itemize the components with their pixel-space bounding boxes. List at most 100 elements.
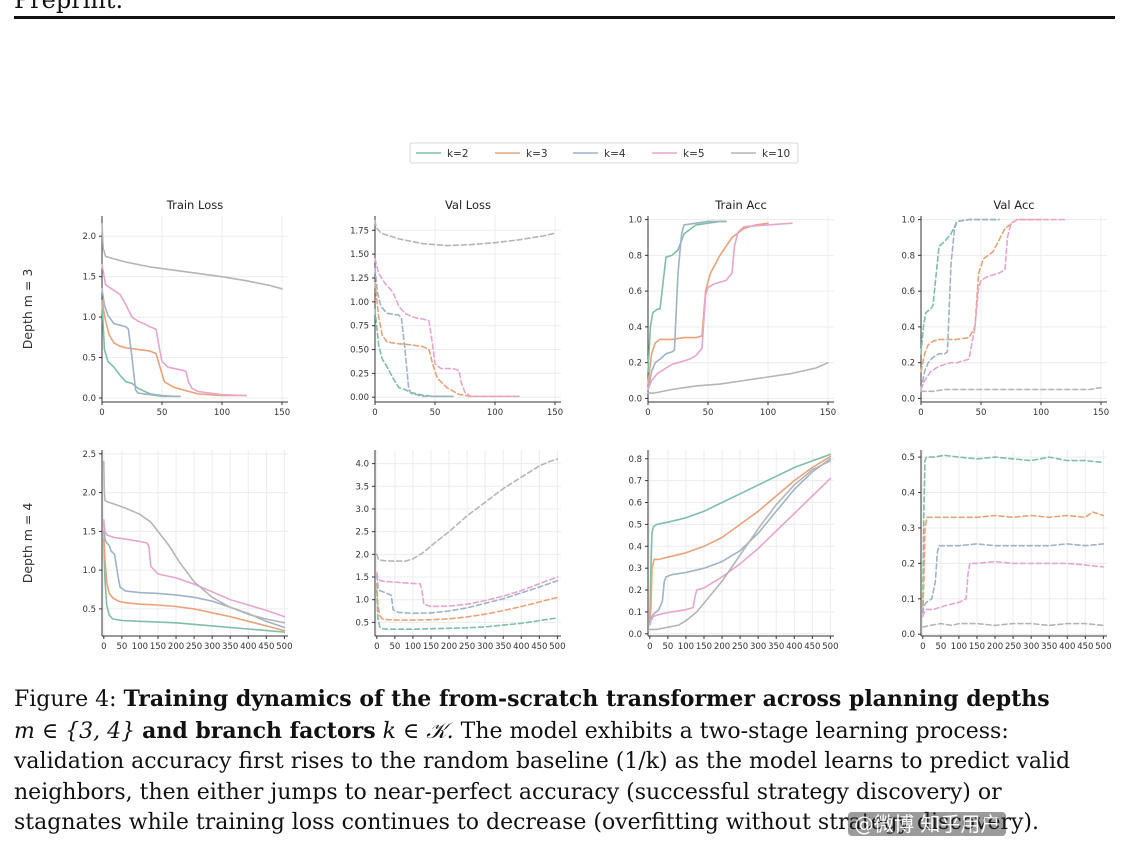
- y-tick-label: 1.0: [82, 313, 96, 323]
- x-tick-label: 500: [822, 642, 838, 652]
- x-tick-label: 150: [150, 642, 166, 652]
- x-tick-label: 350: [222, 642, 238, 652]
- x-tick-label: 500: [276, 642, 292, 652]
- y-tick-label: 1.0: [628, 216, 642, 226]
- y-tick-label: 0.0: [628, 630, 642, 640]
- y-tick-label: 1.00: [350, 298, 369, 308]
- x-tick-label: 100: [405, 642, 421, 652]
- series-line-k4: [921, 543, 1105, 614]
- x-tick-label: 0: [374, 642, 379, 652]
- y-tick-label: 0.5: [901, 453, 915, 463]
- y-tick-label: 0.5: [355, 618, 369, 628]
- x-tick-label: 300: [204, 642, 220, 652]
- watermark-overlay: @微博 知乎用户: [848, 812, 1007, 836]
- y-tick-label: 0.2: [628, 586, 642, 596]
- panel-title: Val Acc: [993, 198, 1034, 212]
- x-tick-label: 500: [549, 642, 565, 652]
- x-tick-label: 150: [696, 642, 712, 652]
- series-line-k3: [921, 511, 1105, 614]
- caption-line-2-rest: The model exhibits a two-stage learning …: [460, 718, 1009, 744]
- x-tick-label: 100: [1033, 408, 1049, 418]
- panel-title: Train Loss: [166, 198, 223, 212]
- panel-d4-val-acc: 0 50 100 150 200 250 300 350 400 450 500 0.0 0.1 0.2 0…: [901, 450, 1112, 652]
- series-line-k5: [375, 571, 559, 608]
- x-tick-label: 350: [1041, 642, 1057, 652]
- series-line-k5: [647, 222, 793, 391]
- series-line-k2: [374, 308, 454, 398]
- series-line-k10: [375, 458, 559, 562]
- x-tick-label: 0: [99, 408, 104, 418]
- series-line-k2: [921, 454, 1105, 607]
- x-tick-label: 450: [531, 642, 547, 652]
- legend: k=2 k=3 k=4 k=5 k=10: [409, 142, 799, 164]
- y-tick-label: 1.25: [350, 274, 369, 284]
- y-tick-label: 1.5: [82, 273, 96, 283]
- y-tick-label: 0.2: [901, 559, 915, 569]
- series-line-k4: [375, 573, 559, 615]
- x-tick-label: 350: [495, 642, 511, 652]
- x-tick-label: 100: [214, 408, 230, 418]
- y-tick-label: 0.4: [901, 323, 915, 333]
- x-tick-label: 150: [969, 642, 985, 652]
- x-tick-label: 0: [647, 642, 652, 652]
- x-tick-label: 400: [786, 642, 802, 652]
- caption-line-1: Figure 4: Training dynamics of the from-…: [14, 684, 1115, 716]
- y-tick-label: 2.5: [82, 450, 96, 460]
- caption-figure-label: Figure 4:: [14, 687, 117, 712]
- y-tick-label: 0.4: [628, 542, 642, 552]
- y-tick-label: 1.0: [355, 596, 369, 606]
- y-tick-label: 3.0: [355, 505, 369, 515]
- y-tick-label: 2.0: [82, 489, 96, 499]
- series-line-k3: [374, 281, 520, 398]
- x-tick-label: 250: [1005, 642, 1021, 652]
- panel-d3-train-loss: 0 50 100 150 0.0 0.5 1.0 1.5 2.0 Train Loss: [82, 198, 290, 418]
- y-tick-label: 0.2: [901, 359, 915, 369]
- y-tick-label: 0.5: [82, 605, 96, 615]
- series-line-k4: [374, 267, 454, 398]
- series-line-k10: [647, 361, 829, 394]
- panel-d4-val-loss: 0 50 100 150 200 250 300 350 400 450 500 0.5 1.0 1.5 2…: [355, 450, 566, 652]
- x-tick-label: 300: [477, 642, 493, 652]
- x-tick-label: 200: [168, 642, 184, 652]
- y-tick-label: 0.0: [901, 630, 915, 640]
- x-tick-label: 150: [820, 408, 836, 418]
- x-tick-label: 50: [662, 642, 673, 652]
- header-running-title: Preprint.: [14, 0, 124, 14]
- series-line-k4: [647, 220, 727, 391]
- panel-title: Train Acc: [714, 198, 767, 212]
- series-line-k3: [103, 530, 286, 632]
- legend-label-k5: k=5: [683, 148, 705, 160]
- y-tick-label: 0.1: [628, 608, 642, 618]
- series-line-k10: [374, 220, 556, 247]
- x-tick-label: 200: [441, 642, 457, 652]
- caption-math-m-set: m ∈ {3, 4}: [14, 718, 136, 744]
- x-tick-label: 0: [101, 642, 106, 652]
- panel-d3-val-loss: 0 50 100 150 0.00 0.25 0.50 0.75 1.00 1.25 1.50 1.7…: [350, 198, 563, 418]
- y-tick-label: 2.5: [355, 528, 369, 538]
- series-line-k2: [101, 300, 181, 398]
- series-line-k5: [103, 518, 286, 618]
- y-tick-label: 0.75: [350, 322, 369, 332]
- y-tick-label: 0.4: [901, 489, 915, 499]
- x-tick-label: 150: [1093, 408, 1109, 418]
- x-tick-label: 0: [372, 408, 377, 418]
- x-tick-label: 100: [132, 642, 148, 652]
- x-tick-label: 0: [918, 408, 923, 418]
- legend-label-k10: k=10: [762, 148, 790, 160]
- panel-d4-train-loss: 0 50 100 150 200 250 300 350 400 450 500 0.5 1.0 1.5 2…: [82, 450, 292, 652]
- x-tick-label: 150: [423, 642, 439, 652]
- caption-line-2: m ∈ {3, 4} and branch factors k ∈ 𝒦. The…: [14, 716, 1115, 748]
- series-line-k2: [920, 218, 1000, 355]
- x-tick-label: 450: [258, 642, 274, 652]
- x-tick-label: 500: [1095, 642, 1111, 652]
- y-tick-label: 0.5: [628, 520, 642, 530]
- y-tick-label: 1.75: [350, 226, 369, 236]
- y-tick-label: 1.0: [901, 216, 915, 226]
- x-tick-label: 250: [732, 642, 748, 652]
- caption-line-5: stagnates while training loss continues …: [14, 810, 1039, 835]
- x-tick-label: 400: [240, 642, 256, 652]
- x-tick-label: 200: [714, 642, 730, 652]
- x-tick-label: 300: [750, 642, 766, 652]
- y-tick-label: 0.4: [628, 323, 642, 333]
- y-tick-label: 0.1: [901, 595, 915, 605]
